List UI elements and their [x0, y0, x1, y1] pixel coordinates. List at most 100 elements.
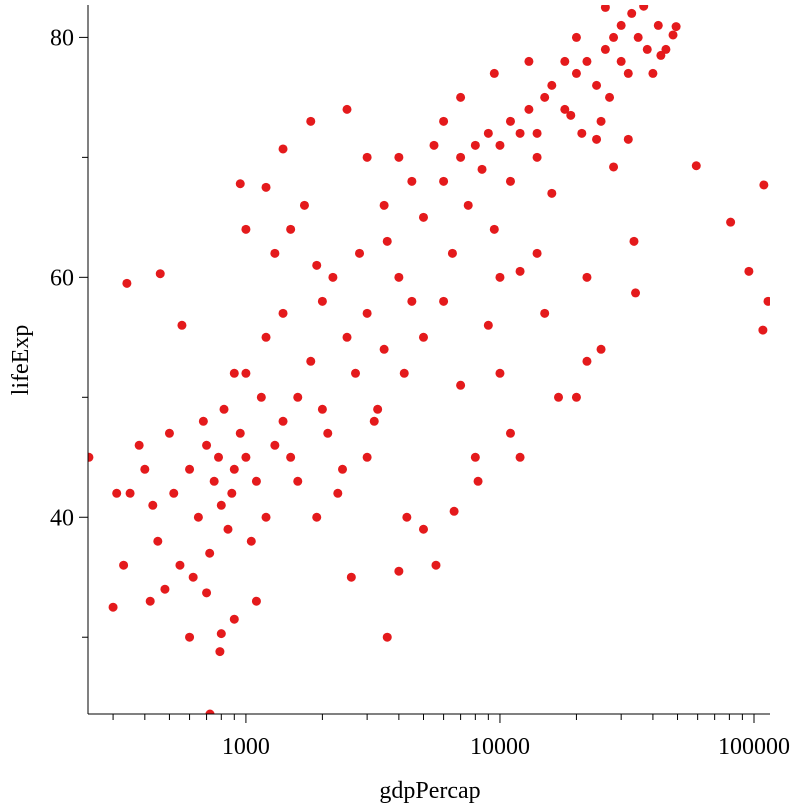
point [439, 116, 449, 126]
point [122, 278, 132, 288]
point [140, 464, 150, 474]
plot-area [88, 5, 770, 714]
point [648, 68, 658, 78]
point [278, 416, 288, 426]
point [362, 152, 372, 162]
point [235, 428, 245, 438]
point [160, 584, 170, 594]
point [215, 647, 225, 657]
point [691, 161, 701, 171]
point [571, 32, 581, 42]
point [592, 134, 602, 144]
point [293, 392, 303, 402]
point [560, 104, 570, 114]
point [407, 296, 417, 306]
point [362, 308, 372, 318]
point [560, 56, 570, 66]
point [489, 224, 499, 234]
point [219, 404, 229, 414]
point [317, 296, 327, 306]
point [108, 602, 118, 612]
point [328, 272, 338, 282]
point [317, 404, 327, 414]
point [145, 596, 155, 606]
point [571, 68, 581, 78]
point [261, 512, 271, 522]
point [596, 116, 606, 126]
point [112, 488, 122, 498]
point [286, 224, 296, 234]
point [524, 104, 534, 114]
point [261, 182, 271, 192]
point [394, 152, 404, 162]
point [306, 116, 316, 126]
point [216, 629, 226, 639]
point [656, 50, 666, 60]
point [214, 452, 224, 462]
point [495, 272, 505, 282]
point [418, 212, 428, 222]
point [623, 68, 633, 78]
point [524, 56, 534, 66]
point [256, 392, 266, 402]
point [456, 92, 466, 102]
point [188, 572, 198, 582]
point [483, 128, 493, 138]
point [505, 428, 515, 438]
point [623, 134, 633, 144]
point [596, 344, 606, 354]
point [566, 110, 576, 120]
point [547, 80, 557, 90]
point [515, 452, 525, 462]
point [261, 332, 271, 342]
point [759, 180, 769, 190]
point [251, 596, 261, 606]
point [449, 506, 459, 516]
point [402, 512, 412, 522]
point [251, 476, 261, 486]
point [653, 20, 663, 30]
point [547, 188, 557, 198]
point [379, 200, 389, 210]
point [495, 140, 505, 150]
point [463, 200, 473, 210]
point [439, 296, 449, 306]
point [209, 476, 219, 486]
point [532, 248, 542, 258]
point [198, 416, 208, 426]
point [668, 30, 678, 40]
point [241, 452, 251, 462]
point [470, 140, 480, 150]
point [592, 80, 602, 90]
point [661, 44, 671, 54]
point [639, 5, 649, 11]
point [540, 92, 550, 102]
point [333, 488, 343, 498]
point [227, 488, 237, 498]
y-tick-label: 40 [50, 505, 74, 531]
point [582, 56, 592, 66]
point [489, 68, 499, 78]
point [175, 560, 185, 570]
point [616, 56, 626, 66]
point [439, 176, 449, 186]
point [246, 536, 256, 546]
point [351, 368, 361, 378]
point [202, 588, 212, 598]
x-axis-title: gdpPercap [379, 778, 480, 804]
point [394, 272, 404, 282]
point [342, 332, 352, 342]
x-tick-label: 1000 [222, 734, 270, 760]
point [473, 476, 483, 486]
point [312, 512, 322, 522]
point [338, 464, 348, 474]
point [532, 128, 542, 138]
point [763, 296, 770, 306]
point [229, 614, 239, 624]
point [362, 452, 372, 462]
point [373, 404, 383, 414]
point [164, 428, 174, 438]
point [223, 524, 233, 534]
